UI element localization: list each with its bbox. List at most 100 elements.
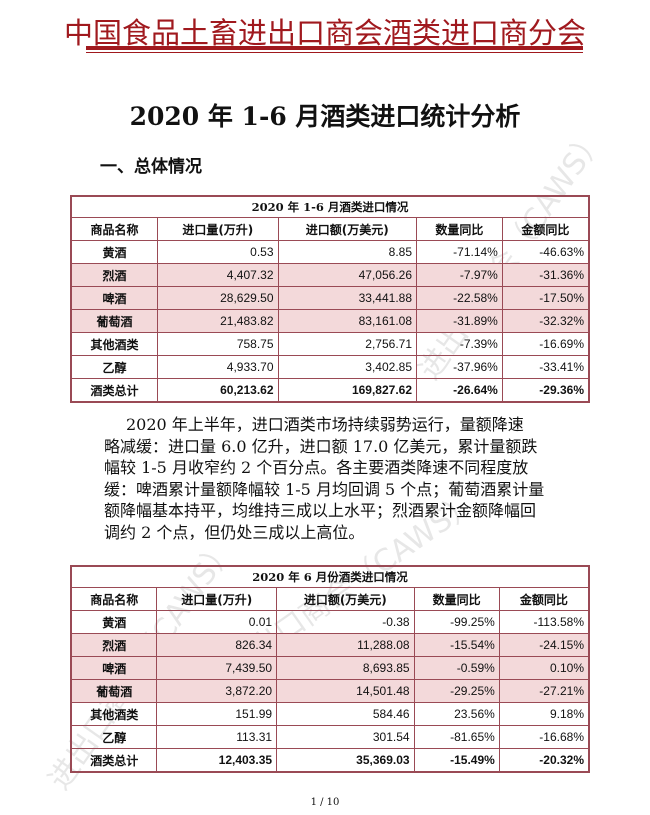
table-row: 啤酒 7,439.50 8,693.85 -0.59% 0.10% [70, 656, 590, 680]
cell-value: 169,827.62 [277, 378, 418, 403]
cell-value: -31.36% [501, 263, 590, 287]
cell-value: 60,213.62 [157, 378, 279, 403]
cell-value: -26.64% [416, 378, 503, 403]
cell-value: -22.58% [416, 286, 503, 310]
row-label: 酒类总计 [70, 748, 158, 773]
cell-value: 7,439.50 [156, 656, 278, 680]
table-caption: 2020 年 1-6 月酒类进口情况 [70, 195, 590, 218]
cell-value: 21,483.82 [157, 309, 279, 333]
cell-value: -27.21% [498, 679, 590, 703]
cell-value: -46.63% [501, 240, 590, 264]
cell-value: 14,501.48 [276, 679, 415, 703]
table-row: 乙醇 4,933.70 3,402.85 -37.96% -33.41% [70, 355, 590, 379]
header-rule-thin [86, 52, 583, 53]
import-table-h1: 2020 年 1-6 月酒类进口情况 商品名称 进口量(万升) 进口额(万美元) 数量同… [70, 195, 590, 403]
paragraph-line: 略减缓：进口量 6.0 亿升，进口额 17.0 亿美元，累计量额跌 [104, 436, 538, 456]
table-row: 黄酒 0.53 8.85 -71.14% -46.63% [70, 240, 590, 264]
paragraph-line: 幅较 1-5 月收窄约 2 个百分点。各主要酒类降速不同程度放 [104, 458, 529, 477]
table-row: 葡萄酒 3,872.20 14,501.48 -29.25% -27.21% [70, 679, 590, 703]
page-title: 2020 年 1-6 月酒类进口统计分析 [129, 102, 521, 131]
table-row: 啤酒 28,629.50 33,441.88 -22.58% -17.50% [70, 286, 590, 310]
row-label: 其他酒类 [70, 332, 159, 356]
cell-value: -15.54% [413, 633, 500, 657]
row-label: 其他酒类 [70, 702, 158, 726]
column-header: 金额同比 [498, 587, 590, 611]
row-label: 黄酒 [70, 240, 159, 264]
cell-value: -24.15% [498, 633, 590, 657]
cell-value: -20.32% [498, 748, 590, 773]
cell-value: -113.58% [498, 610, 590, 634]
column-header: 进口量(万升) [157, 217, 279, 241]
cell-value: 758.75 [157, 332, 279, 356]
column-header: 进口额(万美元) [276, 587, 415, 611]
cell-value: 3,402.85 [277, 355, 418, 379]
column-header: 进口额(万美元) [277, 217, 418, 241]
cell-value: 0.53 [157, 240, 279, 264]
row-label: 乙醇 [70, 355, 159, 379]
paragraph-line: 调约 2 个点，但仍处三成以上高位。 [104, 522, 365, 542]
cell-value: 35,369.03 [276, 748, 415, 773]
table-row: 黄酒 0.01 -0.38 -99.25% -113.58% [70, 610, 590, 634]
cell-value: -29.36% [501, 378, 590, 403]
table-caption: 2020 年 6 月份酒类进口情况 [70, 565, 590, 588]
cell-value: -16.69% [501, 332, 590, 356]
cell-value: -0.59% [413, 656, 500, 680]
paragraph-line: 额降幅基本持平，均维持三成以上水平；烈酒累计金额降幅回 [104, 501, 537, 520]
cell-value: 28,629.50 [157, 286, 279, 310]
section-heading: 一、总体情况 [100, 157, 202, 177]
row-label: 乙醇 [70, 725, 158, 749]
table-row: 烈酒 826.34 11,288.08 -15.54% -24.15% [70, 633, 590, 657]
row-label: 烈酒 [70, 263, 159, 287]
cell-value: 0.01 [156, 610, 278, 634]
cell-value: 11,288.08 [276, 633, 415, 657]
cell-value: -7.39% [416, 332, 503, 356]
table-row: 酒类总计 12,403.35 35,369.03 -15.49% -20.32% [70, 748, 590, 773]
column-header: 金额同比 [501, 217, 590, 241]
row-label: 葡萄酒 [70, 309, 159, 333]
cell-value: 113.31 [156, 725, 278, 749]
cell-value: -29.25% [413, 679, 500, 703]
import-table-june: 2020 年 6 月份酒类进口情况 商品名称 进口量(万升) 进口额(万美元) 数量同比… [70, 565, 590, 773]
cell-value: -37.96% [416, 355, 503, 379]
cell-value: 8.85 [277, 240, 418, 264]
column-header: 商品名称 [70, 587, 158, 611]
summary-paragraph: 2020 年上半年，进口酒类市场持续弱势运行，量额降速略减缓：进口量 6.0 亿… [104, 414, 574, 543]
cell-value: 4,933.70 [157, 355, 279, 379]
cell-value: -81.65% [413, 725, 500, 749]
column-header: 商品名称 [70, 217, 159, 241]
org-header: 中国食品土畜进出口商会酒类进口商分会 [63, 16, 586, 50]
row-label: 葡萄酒 [70, 679, 158, 703]
cell-value: -71.14% [416, 240, 503, 264]
cell-value: 23.56% [413, 702, 500, 726]
cell-value: 301.54 [276, 725, 415, 749]
cell-value: 2,756.71 [277, 332, 418, 356]
page-number: 1 / 10 [310, 797, 340, 808]
cell-value: -17.50% [501, 286, 590, 310]
cell-value: -16.68% [498, 725, 590, 749]
header-rule [86, 46, 583, 50]
cell-value: -33.41% [501, 355, 590, 379]
paragraph-line: 2020 年上半年，进口酒类市场持续弱势运行，量额降速 [126, 415, 524, 434]
cell-value: 9.18% [498, 702, 590, 726]
cell-value: 33,441.88 [277, 286, 418, 310]
column-header: 进口量(万升) [156, 587, 278, 611]
cell-value: 151.99 [156, 702, 278, 726]
cell-value: 83,161.08 [277, 309, 418, 333]
table-row: 烈酒 4,407.32 47,056.26 -7.97% -31.36% [70, 263, 590, 287]
paragraph-line: 缓：啤酒累计量额降幅较 1-5 月均回调 5 个点；葡萄酒累计量 [104, 479, 545, 499]
cell-value: -32.32% [501, 309, 590, 333]
cell-value: 8,693.85 [276, 656, 415, 680]
cell-value: 12,403.35 [156, 748, 278, 773]
cell-value: 3,872.20 [156, 679, 278, 703]
cell-value: 584.46 [276, 702, 415, 726]
row-label: 啤酒 [70, 286, 159, 310]
table-header-row: 商品名称 进口量(万升) 进口额(万美元) 数量同比 金额同比 [70, 217, 590, 241]
cell-value: -0.38 [276, 610, 415, 634]
column-header: 数量同比 [413, 587, 500, 611]
row-label: 啤酒 [70, 656, 158, 680]
cell-value: -15.49% [413, 748, 500, 773]
row-label: 烈酒 [70, 633, 158, 657]
table-row: 葡萄酒 21,483.82 83,161.08 -31.89% -32.32% [70, 309, 590, 333]
cell-value: 4,407.32 [157, 263, 279, 287]
table-row: 酒类总计 60,213.62 169,827.62 -26.64% -29.36% [70, 378, 590, 403]
